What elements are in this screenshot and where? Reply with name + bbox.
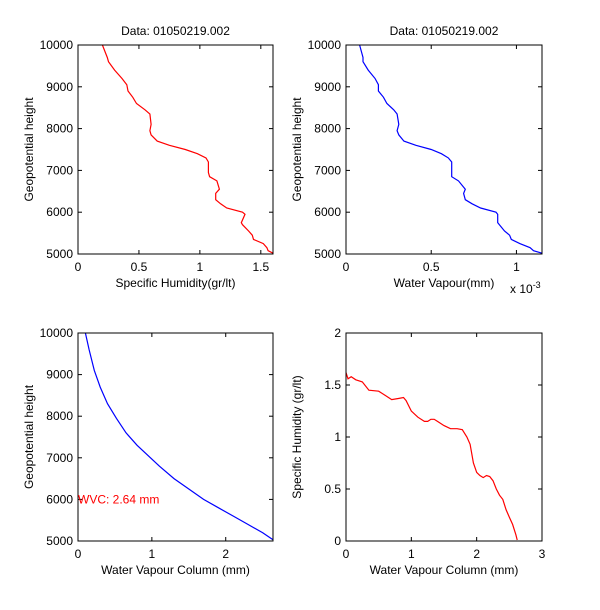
y-tick-label: 8000 xyxy=(314,122,341,136)
x-tick-label: 2 xyxy=(222,547,229,561)
subplot-3: 0 1 2 5000 6000 7000 8000 9000 10000 Water Vapour… xyxy=(22,326,274,577)
y-tick-label: 9000 xyxy=(46,368,73,382)
x-tick-label: 0 xyxy=(75,260,82,274)
y-tick-label: 6000 xyxy=(314,205,341,219)
x-axis-multiplier: x 10-3 xyxy=(510,280,541,296)
x-axis-multiplier-exponent: -3 xyxy=(533,280,541,290)
x-axis-label: Water Vapour Column (mm) xyxy=(101,563,250,577)
x-tick-label: 1.5 xyxy=(252,260,269,274)
y-tick-label: 7000 xyxy=(46,163,73,177)
data-line xyxy=(101,44,274,254)
x-tick-label: 2 xyxy=(473,547,480,561)
x-tick-label: 0 xyxy=(75,547,82,561)
y-tick-label: 6000 xyxy=(46,205,73,219)
y-tick-label: 8000 xyxy=(46,409,73,423)
y-axis-label: Geopotential height xyxy=(22,384,36,489)
axes-box xyxy=(345,332,543,542)
y-tick-label: 9000 xyxy=(46,80,73,94)
y-tick-label: 9000 xyxy=(314,80,341,94)
y-tick-label: 10000 xyxy=(40,38,74,52)
y-tick-label: 5000 xyxy=(314,247,341,261)
y-tick-label: 10000 xyxy=(308,38,342,52)
y-tick-label: 7000 xyxy=(314,163,341,177)
data-line xyxy=(359,44,543,254)
x-tick-label: 0 xyxy=(343,547,350,561)
x-axis-label: Water Vapour Column (mm) xyxy=(370,563,519,577)
chart-title: Data: 01050219.002 xyxy=(390,24,499,38)
subplot-4: 0 1 2 3 0 0.5 1 1.5 2 Water Vapour Column (mm) Spe… xyxy=(290,326,546,577)
y-axis-label: Geopotential height xyxy=(22,97,36,202)
axes-box xyxy=(77,332,274,542)
data-line xyxy=(345,372,518,541)
x-tick-label: 1 xyxy=(197,260,204,274)
x-tick-label: 1 xyxy=(408,547,415,561)
axes-box xyxy=(77,44,274,255)
x-axis-label: Water Vapour(mm) xyxy=(394,276,495,290)
x-tick-label: 0.5 xyxy=(131,260,148,274)
y-tick-label: 5000 xyxy=(46,247,73,261)
chart-title: Data: 01050219.002 xyxy=(121,24,230,38)
wvc-annotation: WVC: 2.64 mm xyxy=(78,492,159,506)
y-tick-label: 2 xyxy=(334,326,341,340)
subplot-2: 0 0.5 1 5000 6000 7000 8000 9000 10000 Data: 0105… xyxy=(290,24,543,296)
x-tick-label: 0 xyxy=(343,260,350,274)
x-axis-label: Specific Humidity(gr/lt) xyxy=(115,276,235,290)
x-tick-label: 0.5 xyxy=(423,260,440,274)
y-tick-label: 5000 xyxy=(46,534,73,548)
data-line xyxy=(84,332,274,541)
axes-box xyxy=(345,44,543,255)
x-tick-label: 3 xyxy=(539,547,546,561)
subplot-1: 0 0.5 1 1.5 5000 6000 7000 8000 9000 10000 Data: 0… xyxy=(22,24,274,290)
y-tick-label: 7000 xyxy=(46,451,73,465)
y-tick-label: 10000 xyxy=(40,326,74,340)
y-tick-label: 8000 xyxy=(46,122,73,136)
x-tick-label: 1 xyxy=(513,260,520,274)
y-tick-label: 6000 xyxy=(46,492,73,506)
y-tick-label: 0.5 xyxy=(324,482,341,496)
y-tick-label: 1 xyxy=(334,430,341,444)
y-axis-label: Geopotential height xyxy=(290,97,304,202)
x-tick-label: 1 xyxy=(149,547,156,561)
y-tick-label: 0 xyxy=(334,534,341,548)
y-axis-label: Specific Humidity (gr/lt) xyxy=(290,375,304,498)
y-tick-label: 1.5 xyxy=(324,378,341,392)
